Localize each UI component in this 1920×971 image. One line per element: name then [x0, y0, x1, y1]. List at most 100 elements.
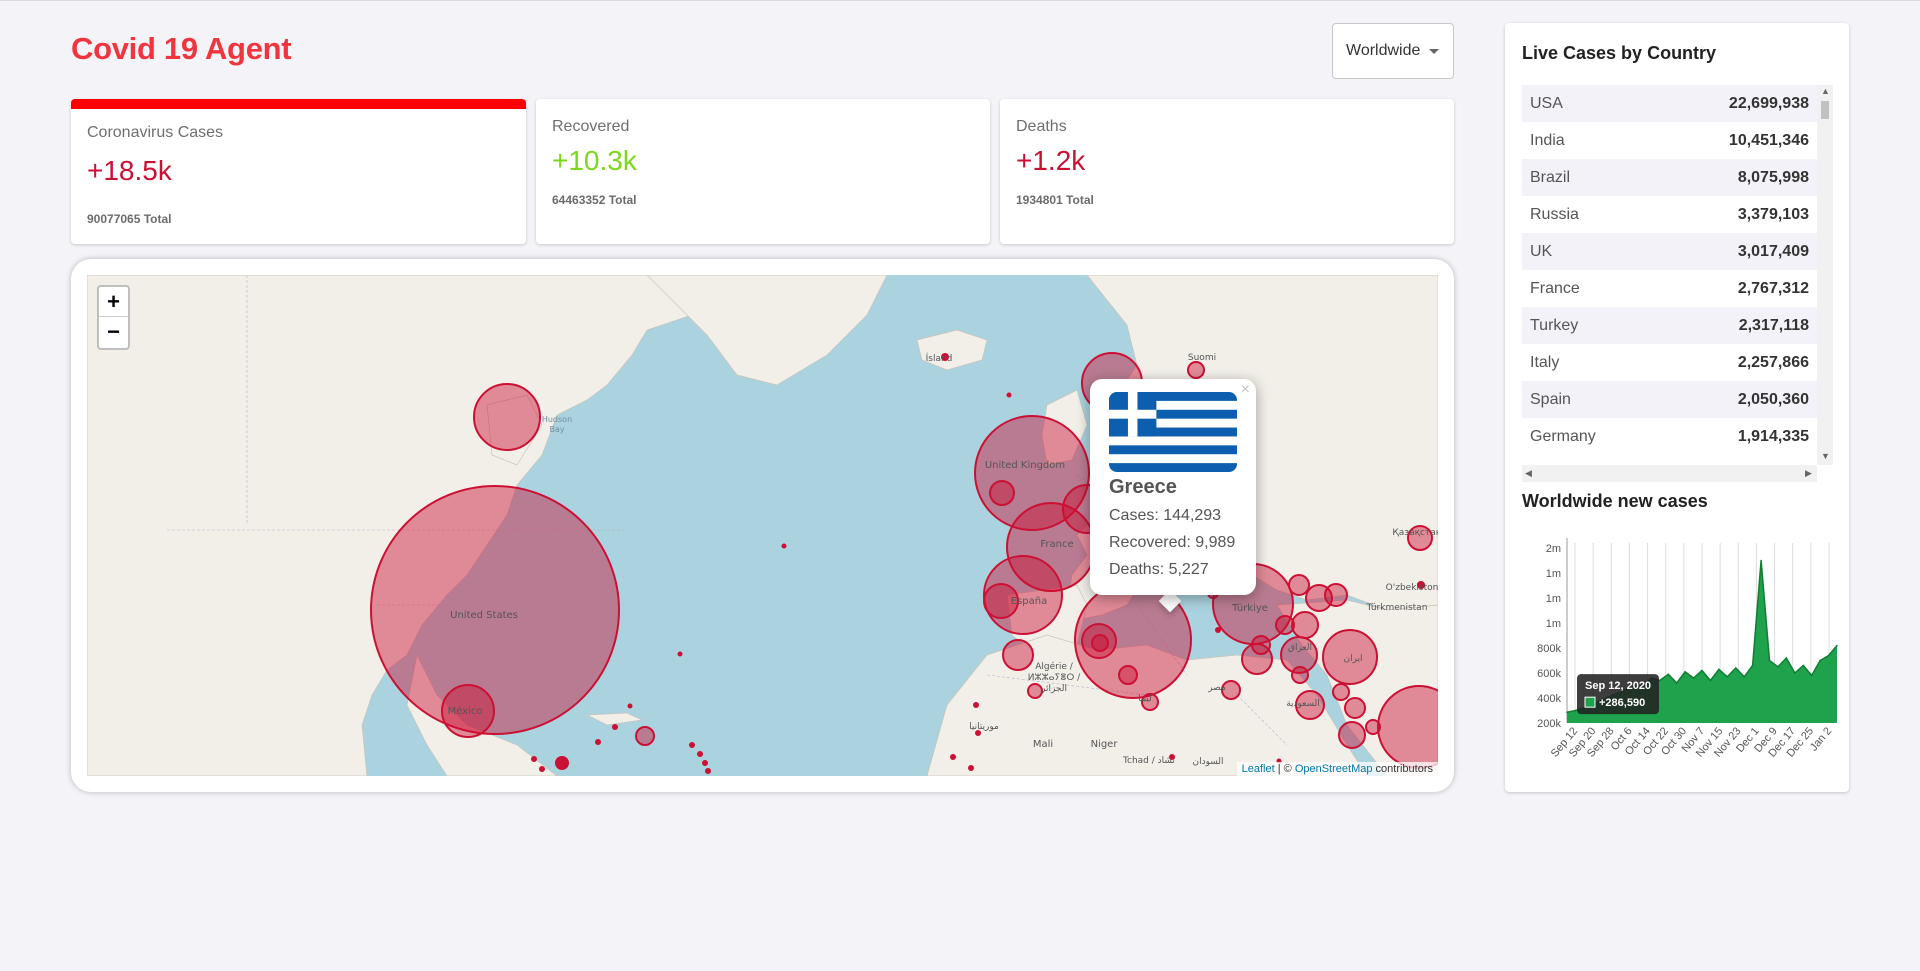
land-caribbean-cuba [585, 712, 644, 726]
tooltip-date: Sep 12, 2020 [1585, 680, 1651, 692]
row-country: UK [1530, 242, 1553, 260]
chart-y-tick-label: 1m [1546, 568, 1561, 580]
scroll-down-icon[interactable]: ▼ [1821, 451, 1830, 461]
svg-text:ایران: ایران [1343, 654, 1362, 664]
table-row[interactable]: Germany 1,914,335 [1522, 418, 1817, 455]
chart-point [1659, 679, 1661, 682]
row-country: France [1530, 279, 1580, 297]
chart-point [1777, 666, 1779, 668]
svg-text:السودان: السودان [1192, 757, 1223, 767]
osm-link[interactable]: OpenStreetMap [1294, 763, 1373, 775]
table-vertical-scrollbar[interactable]: ▲ ▼ [1817, 85, 1833, 465]
svg-text:O'zbekiston: O'zbekiston [1386, 583, 1438, 593]
svg-text:Tchad / تشاد: Tchad / تشاد [1122, 756, 1175, 766]
chart-y-tick-label: 600k [1537, 668, 1561, 680]
row-cases: 10,451,346 [1728, 131, 1809, 149]
svg-text:France: France [1040, 539, 1073, 550]
land-north-america [87, 275, 708, 776]
recovered-card-title: Recovered [552, 118, 630, 135]
zoom-in-button[interactable]: + [99, 287, 128, 317]
popup-close-button[interactable]: × [1240, 381, 1250, 398]
table-row[interactable]: Spain 2,050,360 [1522, 381, 1817, 418]
scroll-up-icon[interactable]: ▲ [1821, 86, 1830, 96]
chart-point [1735, 667, 1737, 669]
svg-text:Hudson: Hudson [542, 415, 572, 424]
tooltip-value: +286,590 [1599, 697, 1645, 709]
leaflet-link[interactable]: Leaflet [1241, 763, 1275, 775]
tooltip-swatch [1584, 696, 1596, 708]
chart-point [1819, 659, 1821, 662]
row-cases: 1,914,335 [1737, 427, 1809, 445]
scroll-right-icon[interactable]: ▶ [1805, 468, 1812, 478]
table-row[interactable]: UK 3,017,409 [1522, 233, 1817, 270]
popup-country-name: Greece [1109, 476, 1177, 498]
country-popup: × Greece Cases: 144,293 Recovered: 9,989… [1090, 379, 1256, 595]
chart-point [1667, 673, 1670, 676]
zoom-out-button[interactable]: − [107, 319, 120, 344]
country-select[interactable]: Worldwide [1332, 23, 1454, 79]
table-row[interactable]: Russia 3,379,103 [1522, 196, 1817, 233]
svg-text:Қазақстан: Қазақстан [1392, 528, 1438, 538]
chart-point [1827, 654, 1830, 657]
chart-point [1810, 674, 1813, 677]
attribution-separator: | © [1274, 763, 1295, 775]
chart-point [1760, 559, 1762, 562]
caret-down-icon [1429, 48, 1440, 54]
svg-text:العراق: العراق [1288, 643, 1312, 653]
new-cases-chart[interactable]: Sep 12 Sep 20 Sep 28 Oct 6 Oct 14 Oct 22 Oct 3… [1522, 523, 1842, 793]
recovered-card-value: +10.3k [552, 145, 637, 176]
chart-title: Worldwide new cases [1522, 491, 1708, 511]
chart-y-tick-label: 800k [1537, 643, 1561, 655]
row-cases: 2,257,866 [1737, 353, 1809, 371]
chart-y-tick-label: 1m [1546, 593, 1561, 605]
svg-text:ⵍⵣⵣⴰⵢⴻⵔ /: ⵍⵣⵣⴰⵢⴻⵔ / [1028, 673, 1081, 683]
row-cases: 22,699,938 [1728, 94, 1809, 112]
row-country: Italy [1530, 353, 1560, 371]
table-row[interactable]: USA 22,699,938 [1522, 85, 1817, 122]
svg-text:مصر: مصر [1207, 683, 1226, 693]
table-horizontal-scrollbar[interactable]: ◀ ▶ [1522, 465, 1817, 482]
table-row[interactable]: Italy 2,257,866 [1522, 344, 1817, 381]
svg-text:United Kingdom: United Kingdom [985, 460, 1065, 471]
row-country: Brazil [1530, 168, 1571, 186]
popup-recovered: Recovered: 9,989 [1109, 534, 1236, 551]
svg-text:México: México [448, 705, 483, 717]
chart-y-tick-label: 200k [1537, 718, 1561, 730]
chart-point [1692, 677, 1695, 679]
cases-card-title: Coronavirus Cases [87, 124, 224, 141]
chart-point [1726, 676, 1729, 678]
chart-point [1743, 676, 1745, 678]
scroll-thumb[interactable] [1821, 101, 1829, 119]
svg-text:United States: United States [450, 610, 518, 621]
recovered-card[interactable]: Recovered +10.3k 64463352 Total [536, 99, 990, 244]
greece-flag-icon [1109, 392, 1237, 472]
land-uk [1041, 389, 1088, 466]
recovered-card-total: 64463352 Total [552, 193, 637, 207]
country-table[interactable]: USA 22,699,938 India 10,451,346 Brazil 8,075,… [1522, 85, 1833, 482]
row-country: Spain [1530, 390, 1571, 408]
row-country: Germany [1530, 427, 1596, 445]
svg-text:Mali: Mali [1033, 739, 1053, 750]
svg-text:السعودية: السعودية [1286, 699, 1320, 709]
chart-area [1567, 560, 1837, 723]
land-middle-east [1276, 599, 1438, 776]
row-cases: 8,075,998 [1737, 168, 1809, 186]
chart-point [1718, 668, 1720, 671]
chart-point [1785, 657, 1788, 659]
table-row[interactable]: France 2,767,312 [1522, 270, 1817, 307]
svg-text:Ísland: Ísland [926, 352, 953, 364]
deaths-card[interactable]: Deaths +1.2k 1934801 Total [1000, 99, 1454, 244]
svg-text:موريتانيا: موريتانيا [969, 722, 999, 732]
chart-point [1566, 711, 1568, 713]
table-row[interactable]: Brazil 8,075,998 [1522, 159, 1817, 196]
land-greenland [646, 275, 888, 386]
chart-y-tick-label: 400k [1537, 693, 1561, 705]
cases-card[interactable]: Coronavirus Cases +18.5k 90077065 Total [71, 99, 526, 244]
row-cases: 2,767,312 [1737, 279, 1809, 297]
table-row[interactable]: Turkey 2,317,118 [1522, 307, 1817, 344]
row-country: India [1530, 131, 1565, 149]
scroll-left-icon[interactable]: ◀ [1525, 468, 1532, 478]
row-country: USA [1530, 94, 1563, 112]
table-row[interactable]: India 10,451,346 [1522, 122, 1817, 159]
chart-point [1836, 644, 1838, 647]
